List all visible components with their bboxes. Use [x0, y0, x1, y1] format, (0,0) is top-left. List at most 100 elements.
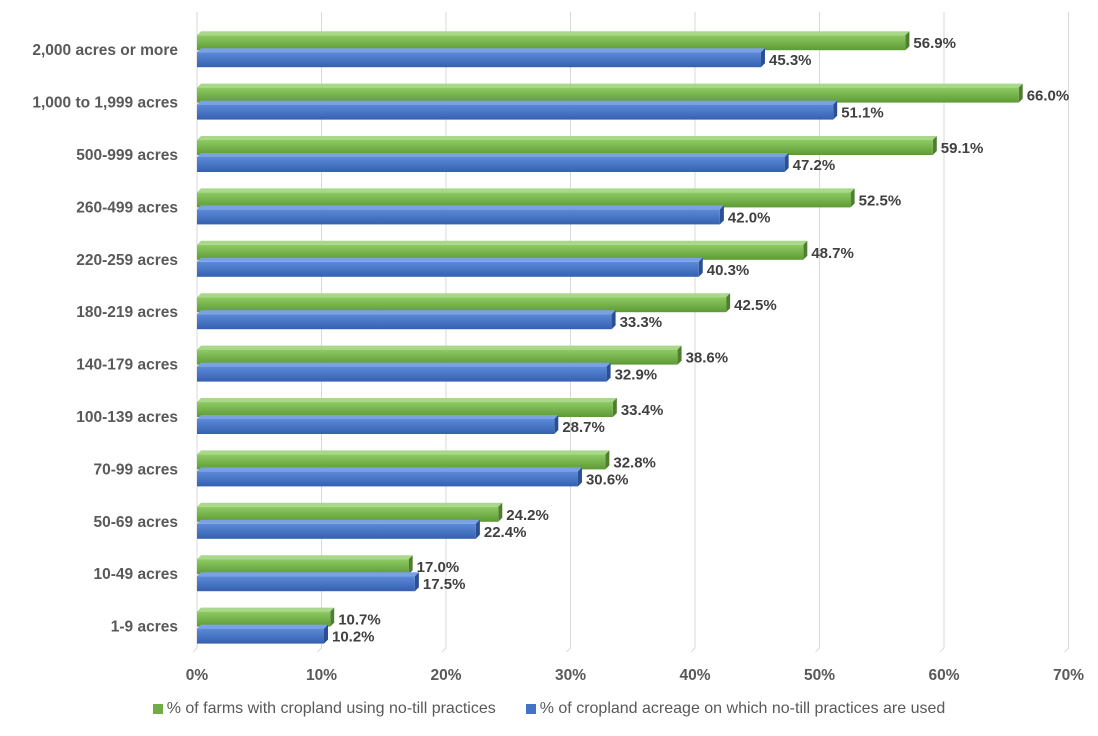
bar-acreage: 28.7% [197, 415, 605, 436]
data-label: 10.2% [332, 629, 375, 646]
bar-farms: 38.6% [197, 345, 729, 367]
category-label: 1-9 acres [111, 619, 178, 636]
bar-side-face [612, 398, 617, 417]
bar-front-face [197, 297, 727, 313]
bar-farms: 33.4% [197, 398, 663, 419]
data-label: 45.3% [769, 52, 812, 69]
data-label: 59.1% [941, 140, 984, 157]
bar-side-face [577, 467, 582, 487]
bar-front-face [197, 35, 906, 51]
bar-side-face [475, 519, 480, 539]
bar-farms: 56.9% [197, 31, 956, 52]
bar-top-face [197, 136, 937, 140]
bar-farms: 42.5% [197, 293, 777, 314]
bar-acreage: 40.3% [197, 257, 750, 279]
bar-side-face [726, 293, 731, 313]
data-label: 33.4% [621, 402, 664, 419]
bar-top-face [197, 257, 703, 262]
bar-front-face [197, 576, 415, 592]
bar-side-face [330, 607, 335, 627]
bar-side-face [606, 362, 611, 382]
data-label: 33.3% [620, 314, 663, 331]
data-label: 47.2% [793, 157, 836, 174]
bar-side-face [850, 188, 855, 208]
category-label: 260-499 acres [76, 199, 178, 216]
bar-front-face [197, 209, 720, 225]
category-label: 100-139 acres [76, 409, 178, 426]
legend-label-farms: % of farms with cropland using no-till p… [166, 700, 496, 717]
bar-acreage: 17.5% [197, 572, 465, 593]
bar-farms: 32.8% [197, 450, 656, 471]
bar-farms: 52.5% [197, 188, 901, 209]
bar-top-face [197, 31, 910, 36]
bar-front-face [197, 402, 613, 417]
bar-farms: 24.2% [197, 502, 549, 524]
gridline-floor [566, 647, 571, 653]
gridline-floor [441, 647, 447, 653]
bar-front-face [197, 261, 699, 277]
gridline-floor [1064, 647, 1069, 653]
x-tick-label: 40% [679, 667, 710, 684]
bar-farms: 17.0% [197, 555, 459, 576]
category-label: 140-179 acres [76, 357, 178, 374]
data-label: 48.7% [811, 245, 854, 262]
data-label: 42.0% [728, 209, 771, 226]
bar-side-face [323, 624, 328, 644]
category-labels: 2,000 acres or more 1,000 to 1,999 acres 5… [32, 42, 178, 635]
legend-swatch-blue [525, 704, 536, 714]
bar-front-face [197, 104, 834, 120]
bar-acreage: 22.4% [197, 519, 526, 541]
bar-side-face [408, 555, 413, 575]
category-label: 50-69 acres [94, 514, 178, 531]
bar-acreage: 45.3% [197, 48, 812, 69]
bar-front-face [197, 366, 607, 382]
bar-side-face [784, 153, 789, 172]
legend-swatch-green [152, 704, 163, 714]
x-tick-label: 20% [430, 667, 461, 684]
data-label: 10.7% [338, 612, 381, 629]
bar-front-face [197, 192, 851, 208]
bar-side-face [932, 136, 937, 155]
bar-top-face [197, 502, 503, 507]
bar-front-face [197, 314, 612, 330]
bar-front-face [197, 611, 331, 627]
legend-item-acreage: % of cropland acreage on which no-till p… [525, 700, 945, 718]
category-label: 220-259 acres [76, 252, 178, 269]
data-label: 38.6% [686, 350, 729, 367]
category-label: 180-219 acres [76, 304, 178, 321]
bar-side-face [698, 257, 703, 277]
bar-side-face [719, 205, 724, 225]
bar-side-face [905, 31, 910, 51]
gridline-floor [690, 647, 696, 653]
bar-acreage: 32.9% [197, 362, 657, 384]
data-label: 66.0% [1027, 88, 1070, 105]
bar-top-face [197, 572, 419, 577]
data-label: 40.3% [707, 262, 750, 279]
data-label: 30.6% [586, 471, 629, 488]
bar-top-face [197, 240, 808, 245]
bar-front-face [197, 628, 324, 644]
gridline-floor [192, 647, 198, 653]
data-label: 24.2% [506, 507, 549, 524]
bar-side-face [611, 310, 616, 330]
x-tick-label: 70% [1053, 667, 1084, 684]
data-label: 17.0% [417, 559, 460, 576]
x-tick-label: 60% [928, 667, 959, 684]
gridline-floor [317, 647, 322, 653]
bar-top-face [197, 607, 335, 612]
bar-top-face [197, 205, 724, 210]
bar-top-face [197, 293, 731, 298]
bar-side-face [803, 240, 808, 260]
bar-top-face [197, 153, 789, 157]
bar-side-face [605, 450, 610, 470]
bar-top-face [197, 100, 838, 105]
data-label: 17.5% [423, 576, 466, 593]
data-label: 28.7% [562, 419, 605, 436]
bar-front-face [197, 454, 606, 470]
data-label: 52.5% [859, 192, 902, 209]
bar-side-face [833, 100, 838, 120]
x-tick-label: 30% [555, 667, 586, 684]
bar-farms: 59.1% [197, 136, 983, 157]
bar-front-face [197, 52, 761, 68]
bar-side-face [760, 48, 765, 68]
